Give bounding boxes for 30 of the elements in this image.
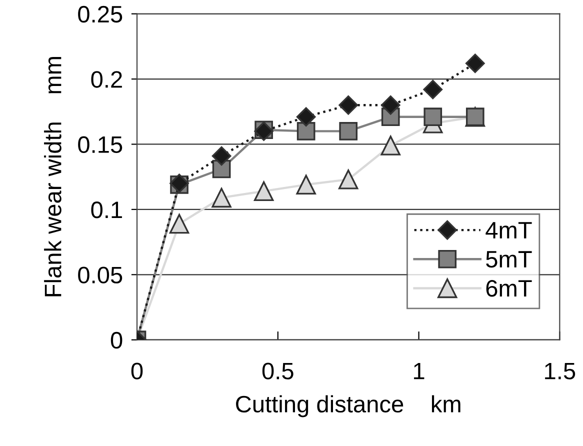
legend-label: 6mT — [486, 280, 532, 297]
legend-label: 5mT — [486, 251, 532, 268]
point — [212, 146, 232, 166]
y-tick-label: 0.15 — [78, 136, 122, 154]
y-tick-label: 0.05 — [78, 266, 122, 284]
point — [296, 174, 316, 195]
point — [169, 214, 190, 234]
x-tick-label: 1.5 — [545, 362, 576, 380]
point — [254, 181, 274, 202]
x-tick-label: 1 — [414, 362, 424, 380]
x-axis-title: Cutting distance km — [236, 395, 460, 418]
point — [296, 122, 316, 140]
y-tick-label: 0.25 — [78, 6, 122, 23]
x-tick-label: 0.5 — [262, 362, 294, 380]
x-tick-label: 0 — [131, 362, 143, 380]
point — [423, 80, 443, 100]
y-tick-label: 0.2 — [91, 71, 122, 88]
point — [296, 107, 316, 127]
point — [338, 170, 358, 190]
point — [424, 108, 442, 126]
point — [339, 122, 358, 140]
y-axis-title: Flank wear width mm — [44, 57, 62, 296]
point — [338, 95, 358, 115]
point — [380, 95, 400, 115]
point — [380, 136, 400, 156]
point — [465, 54, 485, 74]
y-tick-label: 0.1 — [91, 202, 122, 218]
point — [212, 188, 232, 208]
y-tick-label: 0 — [110, 332, 122, 349]
legend-label: 4mT — [486, 222, 532, 238]
